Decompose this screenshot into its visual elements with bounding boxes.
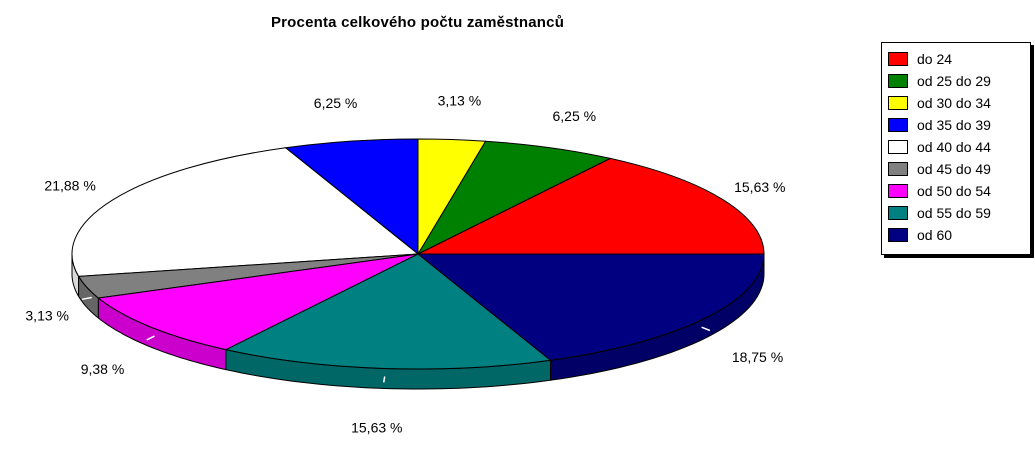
- legend-item-7: od 55 do 59: [888, 202, 1030, 224]
- legend-label-3: od 35 do 39: [917, 117, 991, 133]
- pie-tick-8: [701, 326, 711, 332]
- legend-item-0: do 24: [888, 48, 1030, 70]
- pie-data-label-8: 18,75 %: [732, 349, 783, 365]
- legend-item-6: od 50 do 54: [888, 180, 1030, 202]
- pie-slice-3: [284, 138, 419, 256]
- legend-label-1: od 25 do 29: [917, 73, 991, 89]
- pie-data-label-2: 3,13 %: [438, 93, 482, 109]
- pie-tick-7: [382, 376, 386, 383]
- legend-label-2: od 30 do 34: [917, 95, 991, 111]
- legend-item-3: od 35 do 39: [888, 114, 1030, 136]
- legend-swatch-8: [888, 228, 908, 242]
- pie-slice-0: [417, 157, 765, 255]
- legend-swatch-4: [888, 140, 908, 154]
- legend-swatch-7: [888, 206, 908, 220]
- pie-top-slices: [71, 138, 765, 370]
- legend-swatch-0: [888, 52, 908, 66]
- legend-item-2: od 30 do 34: [888, 92, 1030, 114]
- pie-data-label-0: 15,63 %: [734, 179, 785, 195]
- pie-slice-8: [416, 253, 765, 361]
- pie-tick-marks: [81, 296, 711, 383]
- chart-title: Procenta celkového počtu zaměstnanců: [270, 14, 565, 31]
- legend-swatch-6: [888, 184, 908, 198]
- legend-label-0: do 24: [917, 51, 953, 67]
- legend: do 24 od 25 do 29 od 30 do 34 od 35 do 39 od…: [881, 42, 1031, 255]
- pie-slice-1: [416, 140, 612, 256]
- legend-label-4: od 40 do 44: [917, 139, 991, 155]
- pie-data-label-6: 9,38 %: [81, 361, 125, 377]
- pie-slice-4: [71, 147, 420, 277]
- pie-data-label-3: 6,25 %: [314, 95, 358, 111]
- legend-swatch-3: [888, 118, 908, 132]
- pie-data-label-7: 15,63 %: [351, 419, 402, 435]
- legend-item-4: od 40 do 44: [888, 136, 1030, 158]
- pie-tick-5: [81, 296, 92, 301]
- legend-swatch-5: [888, 162, 908, 176]
- legend-label-8: od 60: [917, 227, 953, 243]
- legend-swatch-2: [888, 96, 908, 110]
- legend-item-5: od 45 do 49: [888, 158, 1030, 180]
- legend-swatch-1: [888, 74, 908, 88]
- pie-data-label-4: 21,88 %: [44, 178, 95, 194]
- legend-label-7: od 55 do 59: [917, 205, 991, 221]
- pie-data-label-5: 3,13 %: [25, 307, 69, 323]
- pie-slice-6: [97, 253, 419, 351]
- legend-item-1: od 25 do 29: [888, 70, 1030, 92]
- pie-tick-6: [146, 335, 155, 341]
- pie-data-labels: 15,63 % 6,25 % 3,13 % 6,25 % 21,88 % 3,13 % 9,…: [25, 93, 785, 436]
- pie-slice-7: [224, 253, 552, 370]
- legend-item-8: od 60: [888, 224, 1030, 246]
- legend-label-6: od 50 do 54: [917, 183, 991, 199]
- legend-label-5: od 45 do 49: [917, 161, 991, 177]
- pie-data-label-1: 6,25 %: [553, 108, 597, 124]
